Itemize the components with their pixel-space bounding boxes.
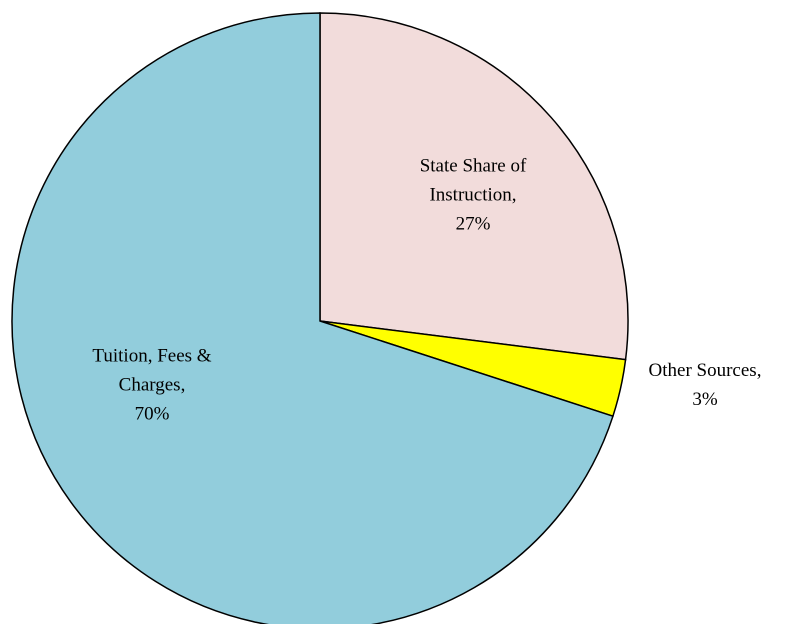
slice-name: State Share of Instruction, bbox=[419, 155, 527, 206]
slice-value: 3% bbox=[692, 389, 718, 410]
slice-value: 70% bbox=[134, 403, 170, 425]
slice-name: Other Sources, bbox=[648, 360, 762, 381]
slice-value: 27% bbox=[455, 213, 491, 235]
slice-label: State Share of Instruction, 27% bbox=[398, 152, 548, 239]
pie-slice bbox=[319, 12, 629, 361]
slice-label: Tuition, Fees & Charges, 70% bbox=[67, 342, 237, 429]
pie-slice bbox=[11, 12, 614, 624]
slice-label: Other Sources, 3% bbox=[625, 356, 785, 414]
slice-name: Tuition, Fees & Charges, bbox=[92, 345, 212, 396]
